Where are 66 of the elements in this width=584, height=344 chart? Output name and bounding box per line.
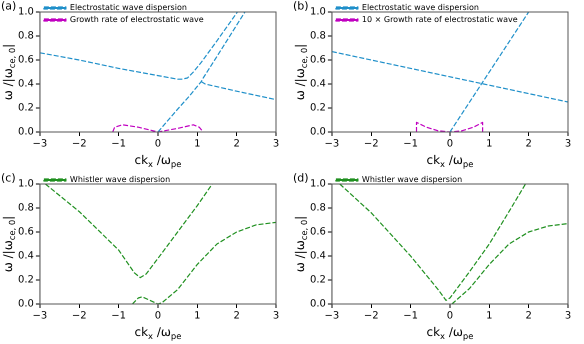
- y-tick-label: 0.4: [310, 250, 326, 262]
- y-tick-label: 0.4: [18, 250, 34, 262]
- x-tick-label: 3: [272, 310, 280, 322]
- x-tick-label: 2: [525, 310, 532, 322]
- y-tick-label: 0.0: [18, 126, 34, 138]
- x-tick-label: −2: [364, 310, 379, 322]
- y-tick-label: 1.0: [310, 6, 326, 18]
- x-tick-label: 1: [194, 138, 200, 150]
- y-tick-label: 0.6: [18, 54, 34, 66]
- y-tick-label: 0.6: [18, 226, 34, 238]
- y-tick-label: 0.2: [310, 102, 326, 114]
- y-tick-label: 0.6: [310, 226, 326, 238]
- legend-label: 10 × Growth rate of electrostatic wave: [362, 15, 518, 24]
- y-tick-label: 0.0: [310, 298, 326, 310]
- x-tick-label: −2: [72, 310, 87, 322]
- y-tick-label: 0.8: [310, 30, 326, 42]
- x-tick-label: −3: [324, 138, 340, 150]
- y-tick-label: 1.0: [18, 178, 34, 190]
- x-tick-label: 2: [233, 138, 240, 150]
- x-tick-label: 2: [233, 310, 240, 322]
- x-tick-label: 0: [154, 310, 162, 322]
- legend-label: Whistler wave dispersion: [70, 175, 170, 184]
- x-tick-label: −2: [364, 138, 379, 150]
- y-axis-title: ω /|ωce, 0|: [293, 44, 309, 100]
- x-tick-label: 3: [564, 138, 572, 150]
- y-tick-label: 0.2: [18, 274, 34, 286]
- y-axis-title: ω /|ωce, 0|: [293, 216, 309, 272]
- y-tick-label: 0.8: [310, 202, 326, 214]
- x-tick-label: −1: [403, 310, 418, 322]
- chart-title: (a): [1, 0, 16, 12]
- x-tick-label: −2: [72, 138, 87, 150]
- legend-label: Electrostatic wave dispersion: [362, 3, 479, 12]
- y-tick-label: 1.0: [18, 6, 34, 18]
- y-tick-label: 0.0: [18, 298, 34, 310]
- x-tick-label: −3: [324, 310, 340, 322]
- x-tick-label: 3: [272, 138, 280, 150]
- legend-label: Electrostatic wave dispersion: [70, 3, 187, 12]
- chart-title: (d): [293, 171, 309, 184]
- x-tick-label: −1: [111, 138, 126, 150]
- x-tick-label: 2: [525, 138, 532, 150]
- y-axis-title: ω /|ωce, 0|: [1, 216, 17, 272]
- y-tick-label: 0.6: [310, 54, 326, 66]
- y-tick-label: 0.4: [310, 78, 326, 90]
- x-tick-label: 1: [486, 138, 492, 150]
- x-tick-label: −1: [403, 138, 418, 150]
- x-tick-label: 1: [194, 310, 200, 322]
- x-tick-label: −3: [32, 138, 48, 150]
- legend-label: Growth rate of electrostatic wave: [70, 15, 204, 24]
- x-tick-label: 3: [564, 310, 572, 322]
- y-tick-label: 0.4: [18, 78, 34, 90]
- x-tick-label: 0: [154, 138, 162, 150]
- y-tick-label: 0.8: [18, 30, 34, 42]
- x-tick-label: 1: [486, 310, 492, 322]
- x-tick-label: −3: [32, 310, 48, 322]
- x-tick-label: 0: [446, 310, 454, 322]
- y-tick-label: 0.2: [310, 274, 326, 286]
- y-tick-label: 1.0: [310, 178, 326, 190]
- y-tick-label: 0.0: [310, 126, 326, 138]
- y-tick-label: 0.8: [18, 202, 34, 214]
- legend-label: Whistler wave dispersion: [362, 175, 462, 184]
- y-tick-label: 0.2: [18, 102, 34, 114]
- chart-title: (b): [293, 0, 309, 12]
- y-axis-title: ω /|ωce, 0|: [1, 44, 17, 100]
- x-tick-label: −1: [111, 310, 126, 322]
- chart-title: (c): [1, 171, 16, 184]
- x-tick-label: 0: [446, 138, 454, 150]
